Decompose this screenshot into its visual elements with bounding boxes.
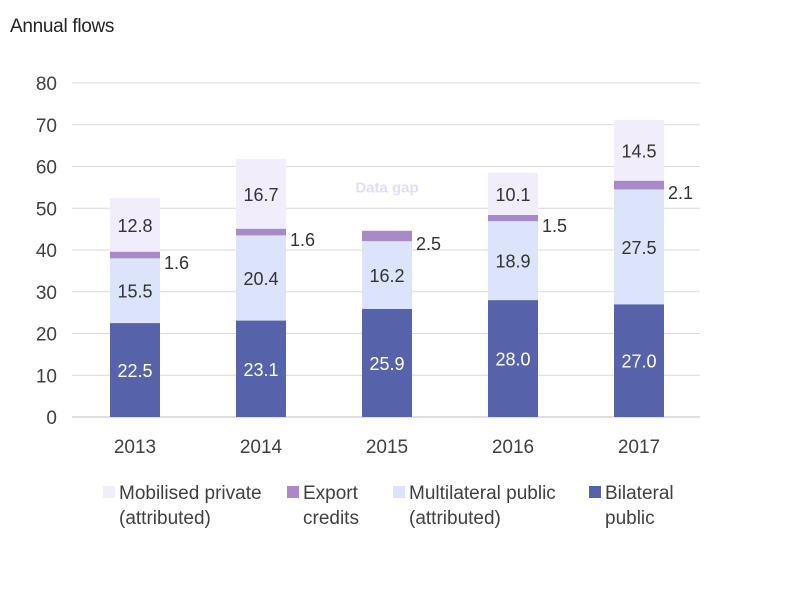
data-label: 23.1 bbox=[243, 360, 278, 380]
data-label: 16.7 bbox=[243, 185, 278, 205]
data-label: 2.5 bbox=[416, 234, 441, 254]
bar-segment bbox=[110, 258, 160, 324]
legend-swatch bbox=[589, 486, 601, 498]
legend-label: Mobilised private bbox=[119, 483, 262, 504]
legend-swatch bbox=[103, 486, 115, 498]
data-label: 22.5 bbox=[117, 361, 152, 381]
bar-segment bbox=[488, 172, 538, 215]
legend-label: (attributed) bbox=[409, 508, 501, 529]
data-label: 20.4 bbox=[243, 269, 278, 289]
annotation-data-gap: Data gap bbox=[355, 179, 418, 196]
data-label: 1.6 bbox=[290, 230, 315, 250]
data-label: 18.9 bbox=[495, 252, 530, 272]
data-label: 2.1 bbox=[668, 183, 693, 203]
bar-segment bbox=[362, 308, 412, 417]
bar-segment bbox=[110, 251, 160, 259]
legend-label: Export bbox=[303, 483, 359, 504]
data-label: 10.1 bbox=[495, 185, 530, 205]
bar-segment bbox=[236, 228, 286, 236]
chart-title: Annual flows bbox=[10, 16, 114, 37]
data-label: 1.6 bbox=[164, 253, 189, 273]
data-label: 27.0 bbox=[621, 352, 656, 372]
bar-segment bbox=[614, 180, 664, 190]
y-tick-label: 30 bbox=[36, 283, 57, 304]
legend-label: credits bbox=[303, 508, 359, 529]
bar-segment bbox=[110, 198, 160, 252]
data-label: 25.9 bbox=[369, 354, 404, 374]
bar-segment bbox=[488, 214, 538, 222]
annotations: Data gap bbox=[355, 179, 418, 196]
bar-segment bbox=[614, 304, 664, 417]
bar-segment bbox=[488, 221, 538, 301]
legend-label: Multilateral public bbox=[409, 483, 556, 504]
legend-label: (attributed) bbox=[119, 508, 211, 529]
data-label: 14.5 bbox=[621, 141, 656, 161]
x-tick-label: 2013 bbox=[114, 437, 156, 458]
legend-label: Bilateral bbox=[605, 483, 674, 504]
y-tick-label: 60 bbox=[36, 158, 57, 179]
bar-segment bbox=[614, 120, 664, 181]
data-label: 16.2 bbox=[369, 266, 404, 286]
x-tick-label: 2015 bbox=[366, 437, 408, 458]
bar-segment bbox=[362, 241, 412, 309]
bars bbox=[110, 120, 664, 417]
x-tick-label: 2016 bbox=[492, 437, 534, 458]
y-axis-ticks: 0 10 20 30 40 50 60 70 80 bbox=[36, 74, 57, 429]
data-label: 27.5 bbox=[621, 238, 656, 258]
bar-segment bbox=[362, 230, 412, 242]
y-tick-label: 70 bbox=[36, 116, 57, 137]
data-label: 1.5 bbox=[542, 216, 567, 236]
y-tick-label: 50 bbox=[36, 199, 57, 220]
y-tick-label: 0 bbox=[46, 408, 57, 429]
x-tick-label: 2014 bbox=[240, 437, 283, 458]
legend-swatch bbox=[393, 486, 405, 498]
legend: Mobilised private (attributed) Export credi… bbox=[103, 483, 674, 529]
bar-segment bbox=[236, 235, 286, 321]
bar-segment bbox=[236, 320, 286, 417]
bar-segment bbox=[110, 323, 160, 417]
y-tick-label: 80 bbox=[36, 74, 57, 95]
data-label: 12.8 bbox=[117, 216, 152, 236]
data-label: 28.0 bbox=[495, 350, 530, 370]
legend-label: public bbox=[605, 508, 655, 529]
bar-segment bbox=[488, 300, 538, 417]
x-tick-label: 2017 bbox=[618, 437, 660, 458]
bar-segment bbox=[614, 189, 664, 305]
data-labels: 22.5 15.5 1.6 12.8 23.1 20.4 1.6 16.7 25.9 16.2 2.… bbox=[117, 141, 693, 381]
x-axis-ticks: 2013 2014 2015 2016 2017 bbox=[114, 437, 660, 458]
bar-segment bbox=[236, 158, 286, 229]
data-label: 15.5 bbox=[117, 282, 152, 302]
legend-swatch bbox=[287, 486, 299, 498]
y-tick-label: 20 bbox=[36, 325, 57, 346]
y-tick-label: 40 bbox=[36, 241, 57, 262]
y-tick-label: 10 bbox=[36, 366, 57, 387]
